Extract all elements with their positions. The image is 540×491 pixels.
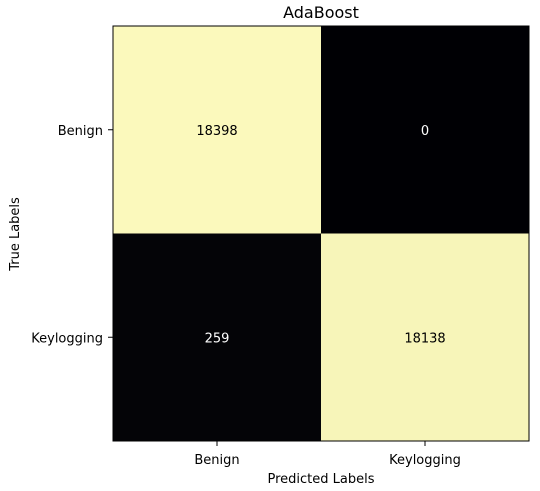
- y-tick-label: Benign: [58, 124, 103, 139]
- heatmap-cell: [321, 233, 529, 441]
- x-axis-label: Predicted Labels: [267, 472, 374, 487]
- x-axis-ticks: Benign Keylogging: [194, 441, 461, 468]
- heatmap-cells: 18398 0 259 18138: [113, 26, 529, 441]
- plot-frame: [112, 25, 530, 442]
- chart-title: AdaBoost: [283, 3, 359, 22]
- cell-value-label: 259: [205, 331, 230, 346]
- y-tick-label: Keylogging: [31, 331, 103, 346]
- x-tick-label: Keylogging: [389, 453, 461, 468]
- cell-value-label: 18138: [404, 331, 445, 346]
- heatmap-cell: [113, 233, 321, 441]
- cell-value-label: 18398: [196, 124, 237, 139]
- heatmap-cell: [113, 26, 321, 234]
- y-axis-ticks: Benign Keylogging: [31, 124, 113, 346]
- y-axis-label: True Labels: [8, 197, 23, 272]
- heatmap-cell: [321, 26, 529, 234]
- cell-value-label: 0: [421, 124, 429, 139]
- x-tick-label: Benign: [194, 453, 239, 468]
